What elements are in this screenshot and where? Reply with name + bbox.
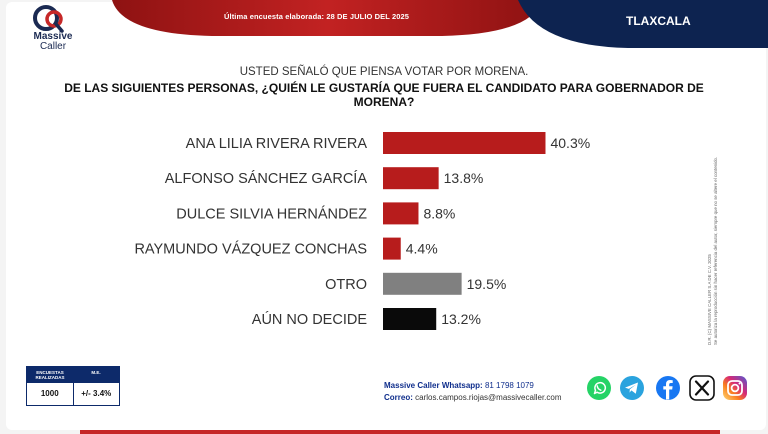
contact-info: Massive Caller Whatsapp: 81 1798 1079 Co… bbox=[384, 380, 562, 404]
instagram-icon[interactable] bbox=[722, 375, 748, 401]
value-label: 8.8% bbox=[423, 205, 455, 221]
header-banner-red bbox=[112, 0, 542, 36]
category-label: DULCE SILVIA HERNÁNDEZ bbox=[176, 205, 367, 222]
bar bbox=[383, 202, 419, 225]
bar bbox=[383, 237, 401, 260]
brand-line1: Massive bbox=[33, 31, 73, 42]
bar bbox=[383, 272, 462, 295]
category-label: OTRO bbox=[325, 277, 367, 293]
copyright-note: D.R. (C) MASSIVE CALLER S.A DE C.V. 2025… bbox=[707, 45, 719, 345]
survey-date: Última encuesta elaborada: 28 DE JULIO D… bbox=[224, 12, 410, 21]
question-intro: USTED SEÑALÓ QUE PIENSA VOTAR POR MORENA… bbox=[239, 66, 529, 78]
region-label: TLAXCALA bbox=[626, 14, 691, 28]
brand-logo: Massive Caller bbox=[22, 4, 84, 56]
bar bbox=[383, 308, 437, 330]
bar bbox=[383, 167, 439, 190]
email-label: Correo: bbox=[384, 393, 413, 402]
chart-marks: ANA LILIA RIVERA RIVERA 40.3% ALFONSO SÁNC… bbox=[134, 132, 590, 330]
value-label: 4.4% bbox=[406, 241, 438, 257]
stats-header-margin: M.E. bbox=[91, 370, 101, 375]
header-banner-navy bbox=[518, 0, 768, 48]
whatsapp-icon[interactable] bbox=[586, 375, 612, 401]
value-label: 19.5% bbox=[467, 276, 507, 292]
brand-line2: Caller bbox=[39, 41, 67, 52]
category-label: ANA LILIA RIVERA RIVERA bbox=[186, 136, 368, 152]
category-label: RAYMUNDO VÁZQUEZ CONCHAS bbox=[134, 241, 367, 258]
whatsapp-number[interactable]: 81 1798 1079 bbox=[484, 381, 534, 390]
brand-name: Massive Caller bbox=[22, 32, 84, 52]
survey-stats-table: ENCUESTAS REALIZADAS M.E. 1000 +/- 3.4% bbox=[26, 366, 120, 406]
value-label: 13.8% bbox=[444, 170, 484, 186]
stats-header-surveys: ENCUESTAS REALIZADAS bbox=[35, 370, 65, 380]
copyright-line2: Se autoriza la reproducción sin hacer re… bbox=[713, 156, 718, 345]
whatsapp-label: Massive Caller Whatsapp: bbox=[384, 381, 483, 390]
category-label: ALFONSO SÁNCHEZ GARCÍA bbox=[165, 170, 368, 187]
footer-strip bbox=[80, 430, 720, 434]
facebook-icon[interactable] bbox=[655, 375, 681, 401]
logo-mark-icon bbox=[33, 5, 64, 33]
email-link[interactable]: carlos.campos.riojas@massivecaller.com bbox=[415, 393, 562, 402]
x-icon[interactable] bbox=[689, 375, 715, 401]
question-text: DE LAS SIGUIENTES PERSONAS, ¿QUIÉN LE GU… bbox=[64, 81, 704, 109]
category-label: AÚN NO DECIDE bbox=[252, 311, 368, 328]
bar bbox=[383, 132, 546, 154]
value-label: 40.3% bbox=[550, 135, 590, 151]
telegram-icon[interactable] bbox=[619, 375, 645, 401]
stats-value-surveys: 1000 bbox=[27, 383, 74, 405]
stats-value-margin: +/- 3.4% bbox=[81, 389, 112, 398]
value-label: 13.2% bbox=[441, 311, 481, 327]
